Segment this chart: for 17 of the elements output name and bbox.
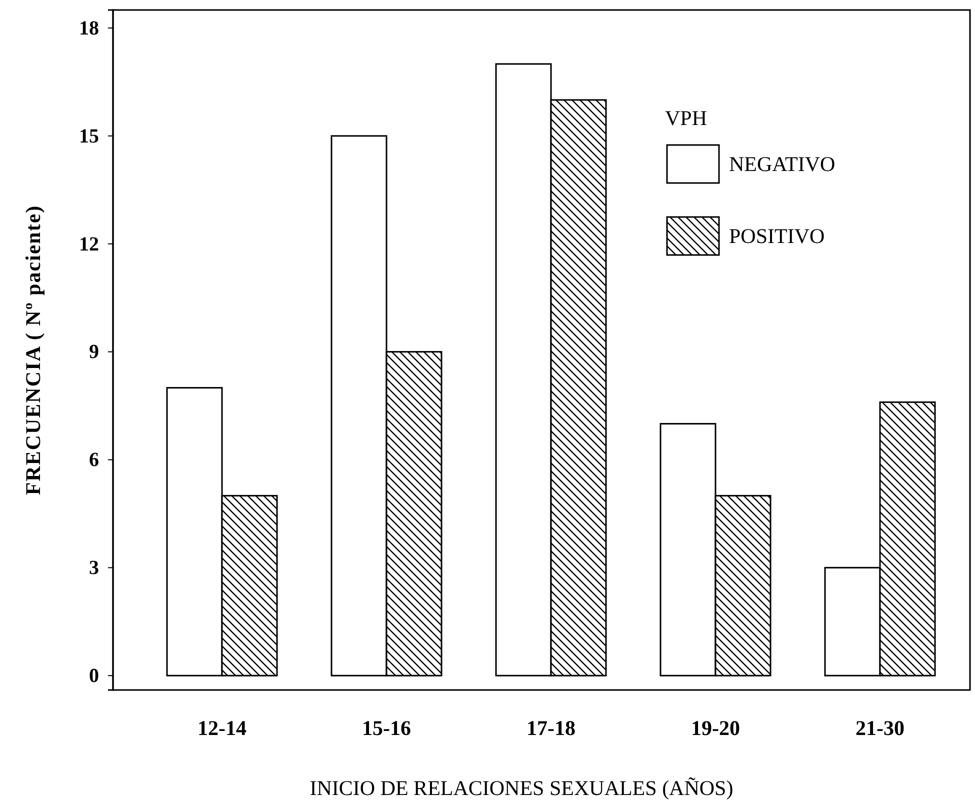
x-tick-label: 17-18 bbox=[526, 716, 576, 740]
legend-title: VPH bbox=[665, 106, 708, 130]
y-axis-title: FRECUENCIA ( Nº paciente) bbox=[21, 204, 45, 496]
y-tick-label: 15 bbox=[79, 125, 99, 148]
y-tick-label: 12 bbox=[79, 233, 99, 256]
x-tick-label: 12-14 bbox=[198, 716, 247, 740]
x-tick-label: 15-16 bbox=[362, 716, 411, 740]
y-tick-label: 18 bbox=[79, 17, 99, 40]
y-tick-label: 3 bbox=[89, 557, 99, 580]
x-tick-label: 19-20 bbox=[691, 716, 740, 740]
y-tick-label: 0 bbox=[89, 665, 99, 688]
legend-label: NEGATIVO bbox=[729, 152, 836, 176]
x-axis-title: INICIO DE RELACIONES SEXUALES (AÑOS) bbox=[310, 776, 734, 800]
x-tick-label: 21-30 bbox=[856, 716, 904, 740]
y-tick-label: 6 bbox=[89, 449, 99, 472]
y-tick-label: 9 bbox=[89, 341, 99, 364]
legend-label: POSITIVO bbox=[729, 224, 825, 248]
